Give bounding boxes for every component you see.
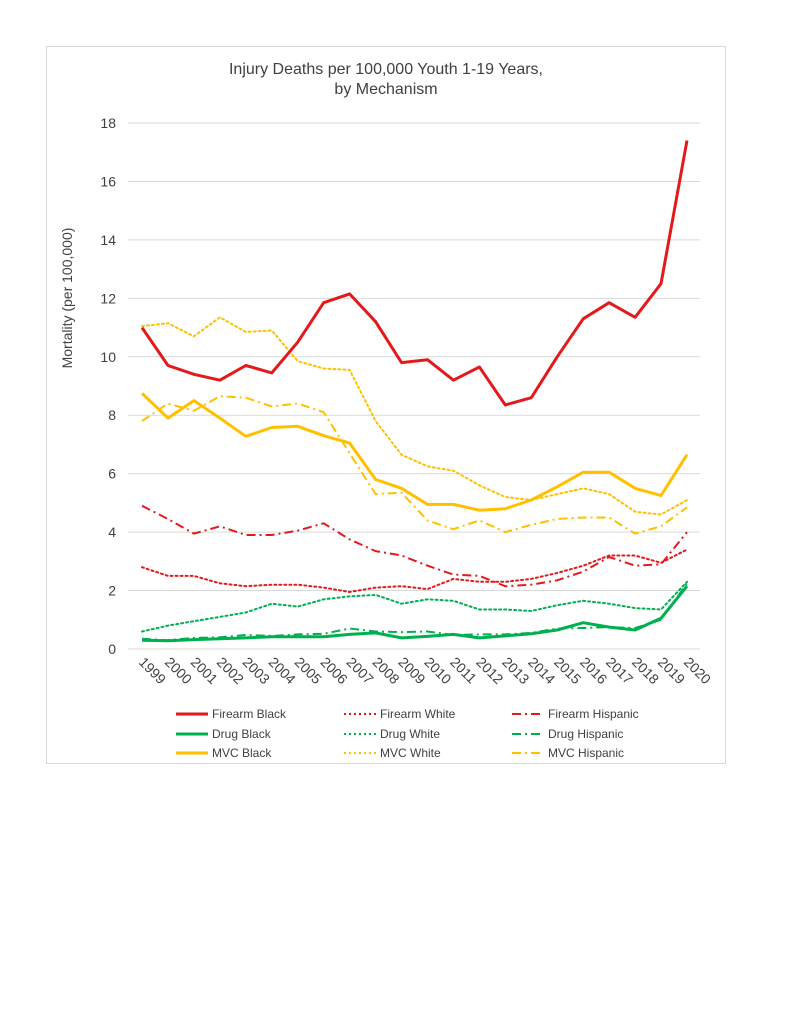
x-tick-label: 2019	[655, 654, 688, 687]
x-tick-label: 2007	[343, 654, 376, 687]
y-tick-label: 10	[100, 349, 116, 365]
x-tick-label: 2015	[551, 654, 584, 687]
series-line-mvc-black	[140, 392, 689, 512]
legend: Firearm Black Firearm White Firearm Hispan…	[176, 707, 639, 760]
legend-label: Firearm White	[380, 707, 456, 721]
y-tick-label: 6	[108, 466, 116, 482]
x-tick-label: 2016	[577, 654, 610, 687]
legend-label: Drug Black	[212, 727, 272, 741]
x-tick-label: 2008	[369, 654, 402, 687]
x-tick-label: 2017	[603, 654, 636, 687]
legend-label: Firearm Black	[212, 707, 287, 721]
series-line-mvc-hispanic	[141, 395, 688, 535]
x-tick-label: 2018	[629, 654, 662, 687]
y-tick-label: 2	[108, 583, 116, 599]
x-tick-label: 2005	[292, 654, 325, 687]
x-tick-label: 2009	[395, 654, 428, 687]
series-line-firearm-black	[140, 140, 689, 407]
legend-label: MVC Hispanic	[548, 746, 624, 760]
y-tick-label: 0	[108, 641, 116, 657]
chart-title-line-1: Injury Deaths per 100,000 Youth 1-19 Yea…	[229, 61, 543, 78]
chart-title-line-2: by Mechanism	[334, 81, 437, 98]
y-tick-label: 14	[100, 232, 116, 248]
series-line-drug-hispanic	[141, 582, 688, 642]
x-tick-label: 2011	[447, 654, 480, 687]
x-tick-label: 2013	[499, 654, 532, 687]
legend-label: Firearm Hispanic	[548, 707, 639, 721]
legend-label: Drug White	[380, 727, 440, 741]
chart-frame	[46, 46, 726, 764]
y-axis-ticks: 0 2 4 6 8 10 12 14 16 18	[100, 115, 116, 657]
y-tick-label: 18	[100, 115, 116, 131]
gridlines	[128, 122, 700, 650]
x-tick-label: 2000	[162, 654, 195, 687]
x-tick-label: 2012	[473, 654, 506, 687]
y-tick-label: 4	[108, 524, 116, 540]
series-line-firearm-white	[141, 548, 688, 593]
x-tick-label: 2010	[421, 654, 454, 687]
legend-label: Drug Hispanic	[548, 727, 623, 741]
series-line-mvc-white	[141, 316, 688, 516]
series-line-drug-white	[141, 580, 688, 633]
series-line-firearm-hispanic	[141, 504, 688, 588]
legend-label: MVC Black	[212, 746, 272, 760]
y-tick-label: 8	[108, 407, 116, 423]
y-tick-label: 12	[100, 290, 116, 306]
x-tick-label: 2001	[188, 654, 221, 687]
legend-label: MVC White	[380, 746, 441, 760]
x-tick-label: 2004	[266, 654, 299, 687]
y-tick-label: 16	[100, 173, 116, 189]
x-tick-label: 2014	[525, 654, 558, 687]
x-tick-label: 2002	[214, 654, 247, 687]
x-tick-label: 2003	[240, 654, 273, 687]
x-tick-label: 2020	[681, 654, 714, 687]
x-axis-ticks: 1999200020012002200320042005200620072008…	[136, 654, 714, 687]
x-tick-label: 2006	[318, 654, 351, 687]
x-tick-label: 1999	[136, 654, 169, 687]
series-line-drug-black	[141, 585, 689, 643]
series-lines	[140, 140, 689, 643]
y-axis-label: Mortality (per 100,000)	[59, 228, 75, 369]
